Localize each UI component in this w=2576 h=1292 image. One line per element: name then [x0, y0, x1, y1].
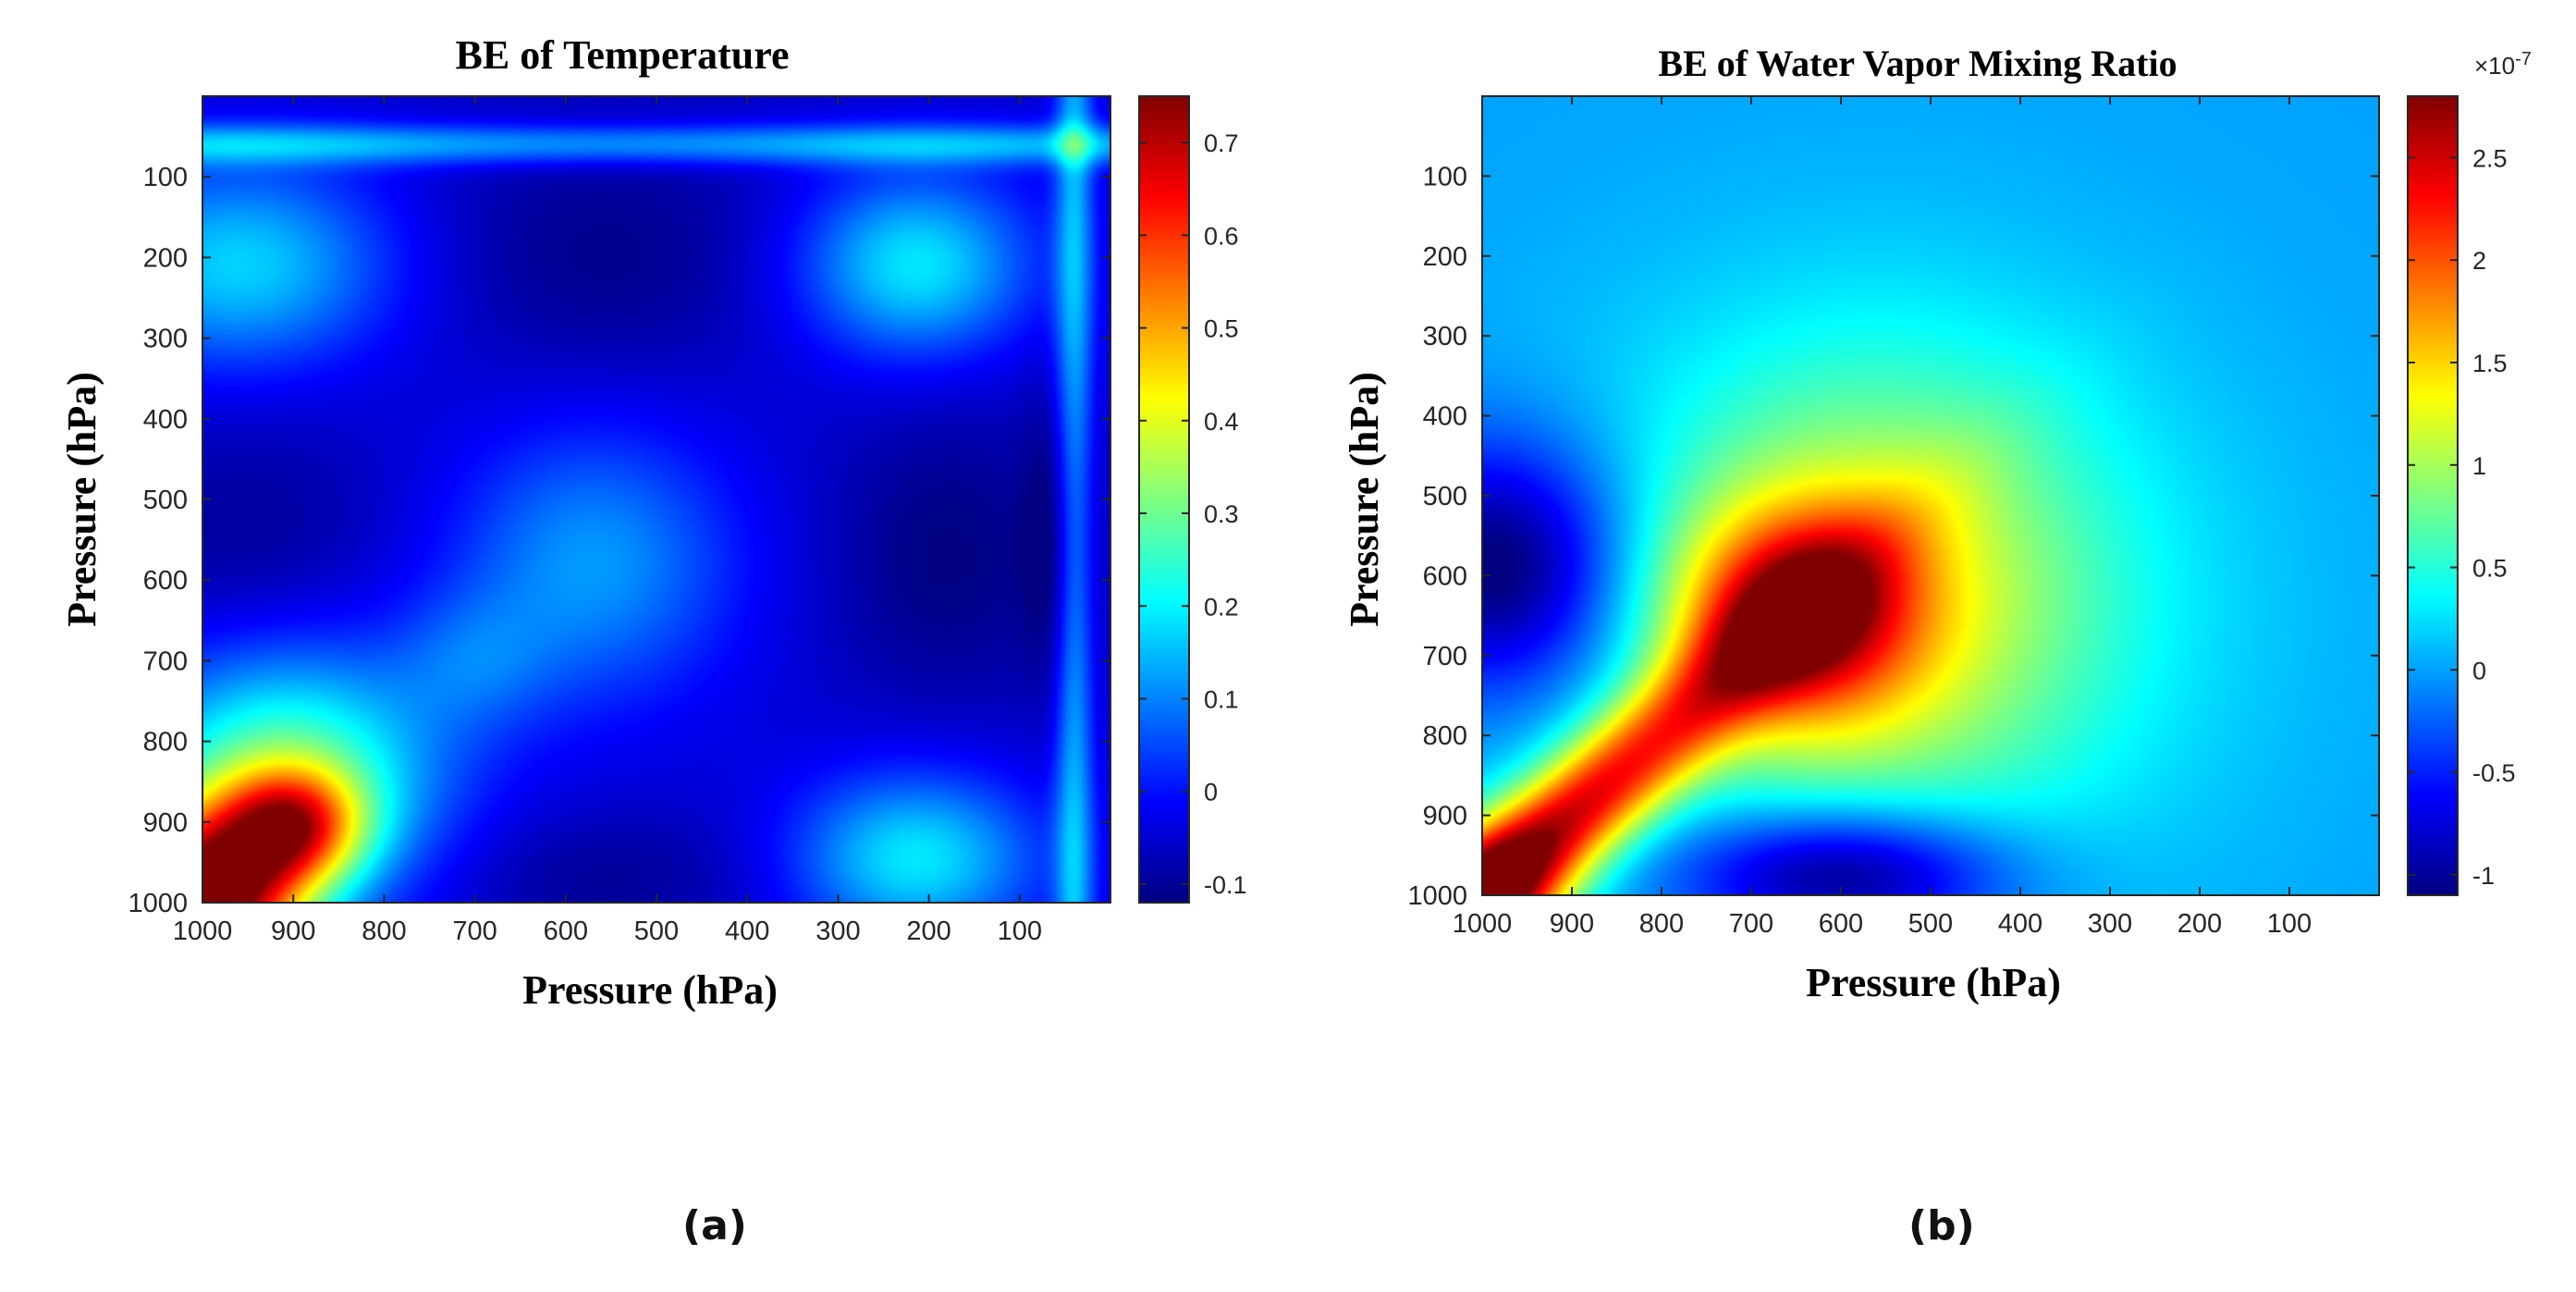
- chart-b-colorbar-frame: [2407, 95, 2459, 896]
- y-tick-label: 1000: [1407, 881, 1467, 911]
- chart-b-colorbar-exponent: ×10-7: [2474, 49, 2532, 80]
- colorbar-tick-label: 2: [2472, 247, 2486, 275]
- x-tick-label: 600: [544, 917, 588, 946]
- x-tick-label: 100: [998, 917, 1042, 946]
- colorbar-tick-label: 0.5: [2472, 555, 2508, 583]
- chart-b-y-axis-label: Pressure (hPa): [1342, 372, 1387, 627]
- x-tick-label: 800: [362, 917, 406, 946]
- y-tick-label: 100: [1423, 162, 1467, 191]
- chart-a-y-axis-label: Pressure (hPa): [59, 372, 104, 627]
- panel-b: BE of Water Vapor Mixing Ratio 1000 900 80…: [1342, 43, 2532, 1005]
- x-tick-label: 600: [1819, 909, 1863, 939]
- y-tick-label: 300: [143, 325, 188, 354]
- x-tick-label: 100: [2267, 909, 2312, 939]
- y-tick-label: 800: [143, 728, 188, 757]
- x-tick-label: 400: [725, 917, 769, 946]
- chart-a-colorbar-frame: [1138, 95, 1190, 904]
- caption-a: (a): [682, 1202, 747, 1249]
- colorbar-tick-label: 1: [2472, 452, 2486, 480]
- y-tick-label: 700: [143, 646, 188, 676]
- colorbar-tick-label: 0.5: [1204, 315, 1239, 343]
- chart-b-y-ticks: 100 200 300 400 500 600 700 800 900 1000: [1407, 162, 2379, 911]
- colorbar-tick-label: 0.4: [1204, 408, 1239, 436]
- y-tick-label: 600: [143, 566, 188, 596]
- y-tick-label: 900: [1423, 802, 1467, 831]
- x-tick-label: 700: [1729, 909, 1773, 939]
- colorbar-tick-label: 0: [1204, 779, 1218, 806]
- chart-a-colorbar: [1139, 96, 1189, 903]
- x-tick-label: 200: [2177, 909, 2222, 939]
- y-tick-label: 500: [1423, 482, 1467, 511]
- chart-b-colorbar-ticks: -1 -0.5 0 0.5 1 1.5 2 2.5: [2408, 144, 2516, 890]
- x-tick-label: 400: [1998, 909, 2042, 939]
- colorbar-tick-label: -0.5: [2472, 759, 2516, 787]
- x-tick-label: 800: [1639, 909, 1684, 939]
- colorbar-tick-label: 0.3: [1204, 500, 1239, 528]
- y-tick-label: 500: [143, 486, 188, 515]
- y-tick-label: 900: [143, 808, 188, 838]
- y-tick-label: 100: [143, 163, 188, 192]
- y-tick-label: 400: [143, 405, 188, 435]
- y-tick-label: 300: [1423, 322, 1467, 351]
- colorbar-tick-label: 0.1: [1204, 685, 1239, 713]
- y-tick-label: 200: [1423, 242, 1467, 272]
- y-tick-label: 1000: [128, 889, 188, 918]
- colorbar-tick-label: 0.6: [1204, 222, 1239, 250]
- y-tick-label: 200: [143, 243, 188, 273]
- colorbar-tick-label: 2.5: [2472, 144, 2508, 172]
- x-tick-label: 1000: [173, 917, 233, 946]
- colorbar-tick-label: 0.2: [1204, 593, 1239, 621]
- x-tick-label: 300: [2088, 909, 2132, 939]
- x-tick-label: 900: [1550, 909, 1594, 939]
- chart-a-colorbar-ticks: -0.1 0 0.1 0.2 0.3 0.4 0.5 0.6 0.7: [1139, 129, 1247, 899]
- panel-a: BE of Temperature 1000 900 800 700 600 500 400…: [59, 32, 1247, 1013]
- colorbar-tick-label: -1: [2472, 862, 2495, 890]
- chart-b-x-axis-label: Pressure (hPa): [1806, 960, 2061, 1005]
- chart-a-heatmap: [202, 96, 1110, 903]
- x-tick-label: 500: [1908, 909, 1953, 939]
- chart-b-colorbar: [2408, 96, 2458, 895]
- chart-a-x-ticks: 1000 900 800 700 600 500 400 300 200 100: [173, 96, 1042, 946]
- chart-b-heatmap: [1482, 96, 2379, 895]
- y-tick-label: 400: [1423, 402, 1467, 432]
- colorbar-tick-label: 1.5: [2472, 350, 2508, 377]
- x-tick-label: 700: [452, 917, 497, 946]
- y-tick-label: 600: [1423, 561, 1467, 591]
- y-tick-label: 800: [1423, 721, 1467, 751]
- x-tick-label: 900: [271, 917, 315, 946]
- x-tick-label: 500: [634, 917, 679, 946]
- y-tick-label: 700: [1423, 642, 1467, 671]
- chart-a-title: BE of Temperature: [456, 32, 790, 78]
- x-tick-label: 1000: [1453, 909, 1513, 939]
- x-tick-label: 300: [816, 917, 860, 946]
- caption-b: (b): [1908, 1202, 1975, 1249]
- colorbar-tick-label: -0.1: [1204, 871, 1247, 899]
- chart-a-x-axis-label: Pressure (hPa): [522, 967, 778, 1013]
- colorbar-tick-label: 0: [2472, 657, 2486, 684]
- x-tick-label: 200: [906, 917, 951, 946]
- chart-a-y-ticks: 100 200 300 400 500 600 700 800 900 1000: [128, 163, 1110, 918]
- chart-b-title: BE of Water Vapor Mixing Ratio: [1658, 43, 2177, 84]
- chart-b-x-ticks: 1000 900 800 700 600 500 400 300 200 100: [1453, 96, 2312, 939]
- colorbar-tick-label: 0.7: [1204, 129, 1239, 157]
